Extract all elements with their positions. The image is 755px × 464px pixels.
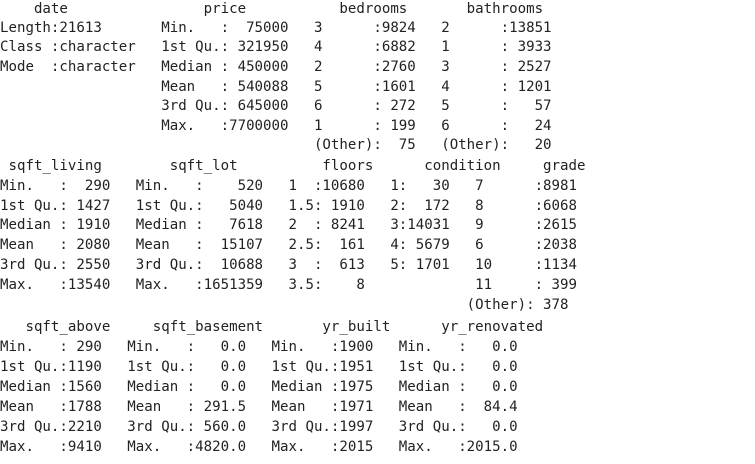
summary-block-3-row: Max. :9410 Max. :4820.0 Max. :2015 Max. … — [0, 439, 535, 455]
summary-block-2-row: Median : 1910 Median : 7618 2 : 8241 3:1… — [0, 217, 594, 233]
summary-block-3-row: Mean :1788 Mean : 291.5 Mean :1971 Mean … — [0, 399, 535, 415]
summary-block-2-row: Max. :13540 Max. :1651359 3.5: 8 11 : 39… — [0, 277, 594, 293]
summary-block-1-row: Mean : 540088 5 :1601 4 : 1201 — [0, 79, 569, 95]
summary-block-2-row: 1st Qu.: 1427 1st Qu.: 5040 1.5: 1910 2:… — [0, 198, 594, 214]
summary-block-1-row: Max. :7700000 1 : 199 6 : 24 — [0, 118, 569, 134]
summary-block-3-header-row: sqft_above sqft_basement yr_built yr_ren… — [0, 319, 561, 335]
summary-block-2-row: 3rd Qu.: 2550 3rd Qu.: 10688 3 : 613 5: … — [0, 257, 594, 273]
summary-block-2-row: (Other): 378 — [0, 297, 586, 313]
summary-block-2-row: Min. : 290 Min. : 520 1 :10680 1: 30 7 :… — [0, 178, 594, 194]
summary-block-2-header-row: sqft_living sqft_lot floors condition gr… — [0, 158, 628, 174]
summary-block-1-header-row: date price bedrooms bathrooms — [0, 1, 586, 17]
summary-block-3-row: 3rd Qu.:2210 3rd Qu.: 560.0 3rd Qu.:1997… — [0, 419, 535, 435]
summary-block-2-row: Mean : 2080 Mean : 15107 2.5: 161 4: 567… — [0, 237, 594, 253]
summary-block-3-row: Min. : 290 Min. : 0.0 Min. :1900 Min. : … — [0, 339, 535, 355]
summary-block-3-row: 1st Qu.:1190 1st Qu.: 0.0 1st Qu.:1951 1… — [0, 359, 535, 375]
summary-block-1-row: 3rd Qu.: 645000 6 : 272 5 : 57 — [0, 98, 569, 114]
summary-block-1-row: Length:21613 Min. : 75000 3 :9824 2 :138… — [0, 20, 569, 36]
summary-block-3-row: Median :1560 Median : 0.0 Median :1975 M… — [0, 379, 535, 395]
summary-block-1-row: Mode :character Median : 450000 2 :2760 … — [0, 59, 569, 75]
summary-block-1-row: Class :character 1st Qu.: 321950 4 :6882… — [0, 39, 569, 55]
summary-block-1-row: (Other): 75 (Other): 20 — [0, 137, 569, 153]
